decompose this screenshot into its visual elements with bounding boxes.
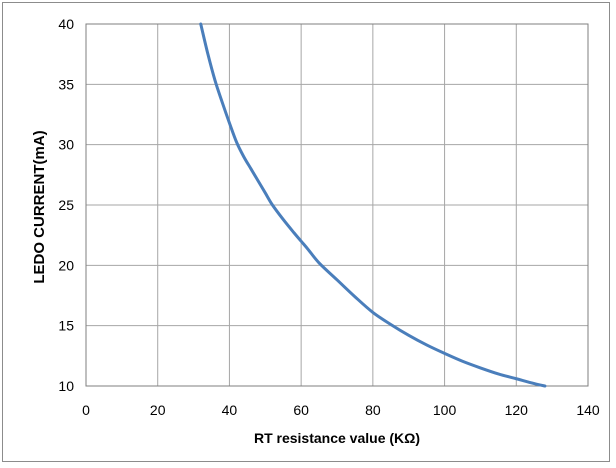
x-tick-label: 60 xyxy=(293,402,309,418)
y-tick-label: 10 xyxy=(58,378,74,394)
x-tick-label: 100 xyxy=(433,402,457,418)
x-tick-label: 120 xyxy=(505,402,529,418)
y-tick-labels: 10 15 20 25 30 35 40 xyxy=(58,16,74,394)
y-tick-label: 30 xyxy=(58,137,74,153)
y-tick-label: 40 xyxy=(58,16,74,32)
x-tick-label: 40 xyxy=(222,402,238,418)
x-tick-label: 20 xyxy=(150,402,166,418)
plot-area-border xyxy=(85,23,589,387)
grid-lines xyxy=(85,23,589,387)
series-line xyxy=(199,22,547,388)
x-tick-label: 140 xyxy=(576,402,600,418)
y-axis-title: LEDO CURRENT(mA) xyxy=(31,130,48,283)
y-tick-label: 25 xyxy=(58,197,74,213)
x-axis-title: RT resistance value (KΩ) xyxy=(254,430,420,446)
y-tick-label: 15 xyxy=(58,318,74,334)
x-tick-label: 0 xyxy=(82,402,90,418)
y-tick-label: 20 xyxy=(58,257,74,273)
series-layer xyxy=(199,22,547,388)
y-tick-label: 35 xyxy=(58,76,74,92)
x-tick-labels: 0 20 40 60 80 100 120 140 xyxy=(82,402,600,418)
chart-frame xyxy=(2,2,610,462)
x-tick-label: 80 xyxy=(365,402,381,418)
